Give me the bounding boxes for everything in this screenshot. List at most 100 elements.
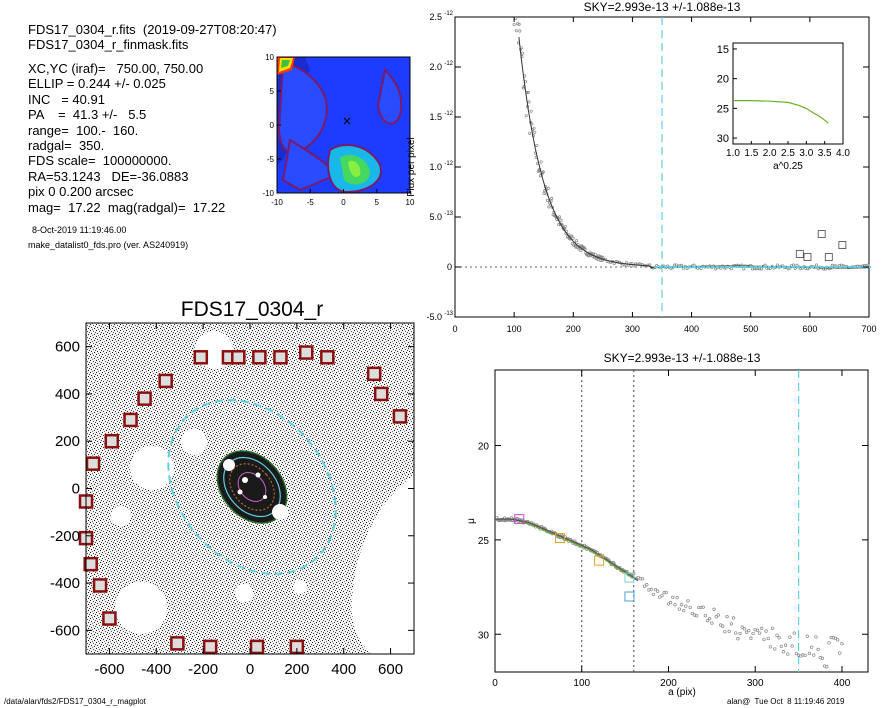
sb-data-point (729, 622, 734, 626)
sb-data-point (664, 590, 668, 595)
sb-data-point (731, 616, 736, 620)
inset-xlabel: a^0.25 (773, 161, 803, 172)
inset-xtick-label: 2.0 (763, 148, 777, 159)
mask-box (158, 373, 173, 389)
info-line: FDS scale= 100000000. (28, 153, 172, 169)
galaxy-inner-isophote (229, 463, 275, 511)
contour-plot: -10 -5 0 5 10 10 5 0 -5 -10 (262, 53, 415, 207)
sb-data-point (779, 644, 783, 649)
sky-data-point (577, 247, 581, 251)
sb-data-point (727, 629, 731, 634)
inset-xtick-label: 1.0 (726, 148, 740, 159)
mask-box (373, 386, 389, 402)
sb-data-point (671, 595, 675, 600)
sb-data-point (764, 629, 768, 633)
sb-data-point (695, 614, 699, 618)
sb-data-point (768, 645, 773, 649)
sb-data-point (690, 611, 694, 616)
sb-data-point (708, 616, 712, 621)
contour-xtick-label: 10 (406, 198, 415, 207)
contour-ytick-label: 10 (265, 53, 274, 62)
sb-data-point (638, 577, 642, 581)
sb-data-point (679, 603, 684, 607)
sky-data-point (570, 234, 574, 238)
sb-data-point (675, 595, 679, 600)
sb-frame (494, 369, 869, 673)
sky-data-point (699, 266, 703, 270)
masked-star (223, 459, 235, 471)
inset-xtick-label: 3.5 (818, 148, 832, 159)
sky-data-point (575, 239, 579, 243)
sb-data-point (814, 635, 818, 639)
sb-data-point (827, 641, 831, 645)
inset-xtick-label: 4.0 (836, 148, 850, 159)
sb-data-point (749, 636, 753, 640)
sky-ytick-label: 1.5 (429, 112, 442, 122)
sb-xlabel: a (pix) (668, 687, 696, 698)
sky-data-point (646, 263, 650, 267)
sb-data-point (835, 638, 840, 642)
inset-ytick-label: 25 (717, 103, 729, 115)
sb-data-point (697, 605, 701, 610)
sb-data-point (744, 630, 749, 634)
sky-xtick-label: 600 (802, 324, 817, 334)
sky-xtick-label: 0 (452, 324, 457, 334)
sb-data-point (833, 636, 838, 640)
image-panel: FDS17_0304_r -600 -400 -200 0 200 400 600 600 40… (50, 298, 415, 678)
mask-box (392, 409, 408, 424)
sb-xtick-label: 100 (573, 678, 590, 689)
sky-xtick-label: 100 (507, 324, 522, 334)
center-mark (343, 117, 351, 125)
date-stamp: 8-Oct-2019 11:19:46.00 (32, 225, 127, 235)
sky-data-point (532, 126, 536, 130)
info-line: ELLIP = 0.244 +/- 0.025 (28, 76, 166, 92)
sb-data-point (658, 595, 662, 599)
sky-data-point (526, 90, 530, 94)
mask-box (231, 350, 246, 365)
sb-data-point (766, 636, 770, 641)
sky-xtick-label: 400 (684, 324, 699, 334)
file-title: FDS17_0304_r.fits (2019-09-27T08:20:47) (28, 22, 277, 37)
contour-ytick-label: -10 (262, 189, 274, 198)
contour-xtick-label: -10 (271, 198, 283, 207)
mask-box (85, 456, 101, 471)
masked-star (181, 429, 207, 455)
contour-region-right (376, 67, 403, 125)
sky-data-point (512, 22, 516, 27)
sb-data-point (781, 650, 786, 654)
sb-data-point (792, 631, 796, 635)
sky-data-point (518, 29, 522, 33)
masked-star (293, 580, 307, 594)
masked-star (237, 489, 243, 495)
mask-box (366, 366, 382, 382)
sb-xtick-label: 300 (747, 678, 764, 689)
sb-xtick-label: 200 (660, 678, 677, 689)
sb-data-point (786, 652, 790, 656)
sky-data-point (841, 264, 845, 268)
inset-ytick-label: 30 (717, 133, 729, 145)
sky-data-point (545, 198, 550, 203)
info-line: mag= 17.22 mag(radgal)= 17.22 (28, 199, 226, 215)
sky-outlier-marker (824, 253, 833, 261)
contour-region-left (277, 60, 328, 155)
inset-xtick-label: 1.5 (744, 148, 758, 159)
surface-brightness-plot: SKY=2.993e-13 +/-1.088e-13 a (pix) μ 0 10… (466, 351, 869, 698)
image-xtick-label: 400 (331, 661, 356, 678)
masked-star (111, 506, 131, 526)
sky-ytick-exponent: -12 (444, 61, 453, 67)
sky-data-point (528, 131, 532, 135)
contour-ytick-label: 5 (270, 87, 275, 96)
mask-box (104, 433, 120, 449)
info-line: INC = 40.91 (28, 91, 105, 107)
inset-ytick-label: 15 (717, 44, 729, 56)
sky-ytick-label: 5.0 (429, 212, 442, 222)
contour-xtick-label: 5 (375, 198, 380, 207)
sky-ytick-label: 2.0 (429, 62, 442, 72)
sb-data-point (840, 642, 844, 646)
inset-xtick-label: 3.0 (799, 148, 813, 159)
sky-ytick-label: 0 (447, 262, 452, 272)
info-line: radgal= 350. (28, 138, 105, 154)
sb-data-point (723, 630, 727, 634)
info-line: XC,YC (iraf)= 750.00, 750.00 (28, 61, 204, 76)
mask-box (170, 636, 185, 651)
